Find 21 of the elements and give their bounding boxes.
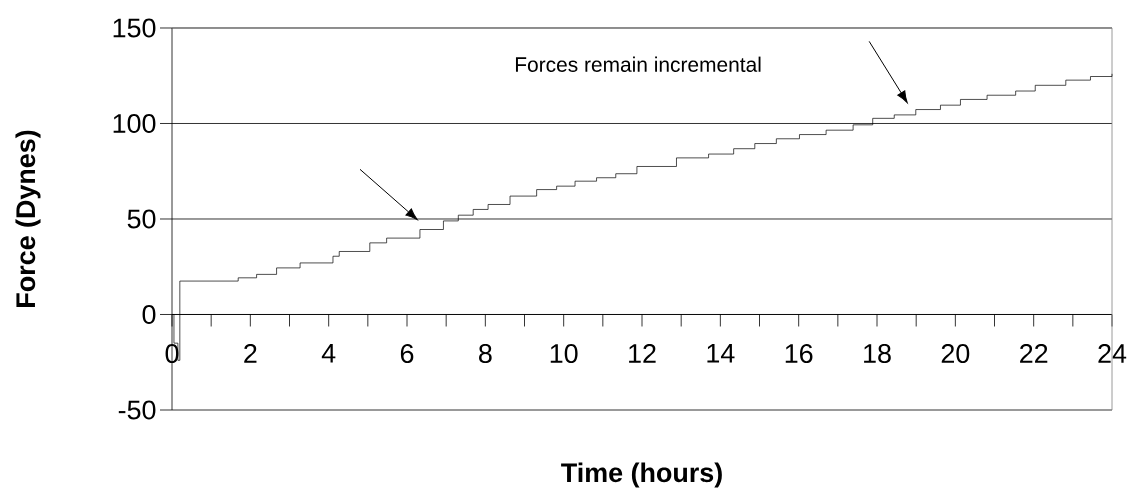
- x-axis-title: Time (hours): [561, 462, 722, 488]
- x-tick-label: 6: [400, 344, 414, 364]
- x-tick-label: 10: [550, 344, 578, 364]
- x-tick-label: 22: [1020, 344, 1048, 363]
- x-tick-label: 4: [321, 344, 336, 363]
- x-tick-label: 14: [707, 344, 735, 363]
- x-tick-label: 8: [479, 344, 492, 364]
- x-tick-label: 2: [244, 344, 257, 363]
- x-tick-label: 24: [1098, 344, 1127, 363]
- y-tick-label: 150: [113, 18, 156, 38]
- y-axis-title: Force (Dynes): [15, 130, 41, 307]
- x-tick-label: 18: [864, 344, 891, 364]
- x-tick-label: 20: [941, 344, 970, 364]
- y-tick-label: 50: [127, 209, 156, 229]
- annotation: Forces remain incremental: [515, 56, 761, 72]
- x-tick-label: 0: [165, 344, 179, 364]
- x-tick-label: 16: [785, 344, 813, 364]
- y-tick-label: -50: [118, 400, 156, 420]
- y-tick-label: 0: [142, 304, 156, 325]
- x-tick-label: 12: [629, 344, 656, 363]
- y-tick-label: 100: [113, 113, 156, 134]
